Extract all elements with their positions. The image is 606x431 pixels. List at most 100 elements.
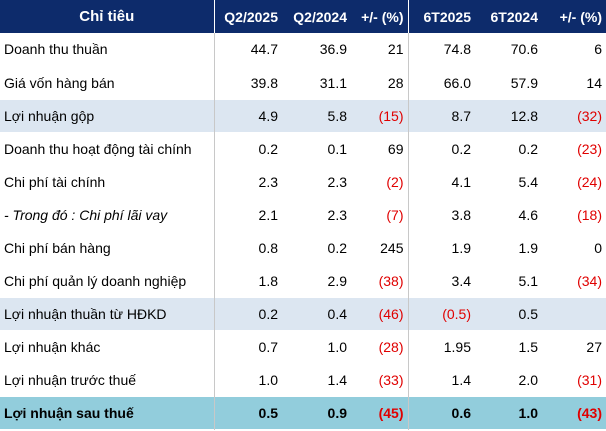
cell-h-change: 27 [586, 338, 602, 355]
cell-q2-2024: 31.1 [319, 74, 347, 91]
table-row: Chi phí tài chính 2.3 2.3 (2) 4.1 5.4 (2… [0, 165, 606, 198]
cell-6t2025: 0.6 [408, 396, 475, 429]
cell-6t2024: 1.9 [518, 239, 538, 256]
header-q2-2025: Q2/2025 [214, 0, 282, 33]
cell-6t2024: 70.6 [510, 41, 538, 58]
table-row: Doanh thu hoạt động tài chính 0.2 0.1 69… [0, 132, 606, 165]
cell-q2-2024: 0.2 [327, 239, 347, 256]
cell-q-change: (2) [351, 165, 409, 198]
header-label: Chỉ tiêu [0, 0, 215, 33]
cell-q-change: (33) [351, 363, 409, 396]
cell-q2-2024: 1.4 [327, 371, 347, 388]
cell-6t2024: 12.8 [475, 99, 542, 132]
table-row: Chi phí quản lý doanh nghiệp 1.8 2.9 (38… [0, 264, 606, 297]
cell-h-change: (24) [577, 173, 602, 190]
cell-q2-2025: 0.8 [258, 239, 278, 256]
cell-q-change: (45) [351, 396, 409, 429]
cell-h-change: (18) [577, 206, 602, 223]
cell-q-change: 28 [351, 66, 409, 99]
cell-h-change: (32) [542, 99, 606, 132]
row-label: Lợi nhuận thuần từ HĐKD [0, 297, 215, 330]
cell-q2-2025: 1.0 [258, 371, 278, 388]
row-label: Lợi nhuận khác [0, 330, 215, 363]
row-label: Chi phí quản lý doanh nghiệp [0, 264, 215, 297]
cell-6t2025: 3.8 [451, 206, 471, 223]
cell-q2-2024: 0.4 [282, 297, 351, 330]
cell-q-change: 21 [351, 33, 409, 66]
cell-6t2024: 2.0 [518, 371, 538, 388]
cell-6t2024: 4.6 [518, 206, 538, 223]
cell-h-change: 14 [586, 74, 602, 91]
cell-6t2025: 1.95 [443, 338, 471, 355]
cell-6t2024: 57.9 [510, 74, 538, 91]
table-row: Giá vốn hàng bán 39.8 31.1 28 66.0 57.9 … [0, 66, 606, 99]
table-row: Lợi nhuận khác 0.7 1.0 (28) 1.95 1.5 27 [0, 330, 606, 363]
row-label: Doanh thu hoạt động tài chính [0, 132, 215, 165]
table-row: Chi phí bán hàng 0.8 0.2 245 1.9 1.9 0 [0, 231, 606, 264]
cell-q2-2024: 36.9 [319, 41, 347, 58]
cell-6t2025: (0.5) [408, 297, 475, 330]
cell-q2-2024: 1.0 [327, 338, 347, 355]
table-row-total: Lợi nhuận sau thuế 0.5 0.9 (45) 0.6 1.0 … [0, 396, 606, 429]
cell-6t2025: 4.1 [451, 173, 471, 190]
cell-6t2025: 8.7 [408, 99, 475, 132]
cell-q2-2024: 2.3 [327, 206, 347, 223]
cell-q2-2025: 0.2 [258, 140, 278, 157]
cell-h-change: (23) [577, 140, 602, 157]
cell-q-change: (46) [351, 297, 409, 330]
cell-q-change: (7) [351, 198, 409, 231]
header-q2-2024: Q2/2024 [282, 0, 351, 33]
cell-6t2025: 1.9 [451, 239, 471, 256]
row-label: Lợi nhuận gộp [0, 99, 215, 132]
cell-6t2024: 5.1 [518, 272, 538, 289]
row-label: Chi phí tài chính [0, 165, 215, 198]
cell-q2-2024: 2.9 [327, 272, 347, 289]
cell-q2-2024: 5.8 [282, 99, 351, 132]
cell-6t2024: 0.2 [518, 140, 538, 157]
table-row: Lợi nhuận gộp 4.9 5.8 (15) 8.7 12.8 (32) [0, 99, 606, 132]
cell-q-change: 245 [351, 231, 409, 264]
cell-q2-2025: 2.3 [258, 173, 278, 190]
cell-h-change: (43) [542, 396, 606, 429]
cell-q2-2025: 4.9 [214, 99, 282, 132]
table-row: Doanh thu thuần 44.7 36.9 21 74.8 70.6 6 [0, 33, 606, 66]
row-label: Lợi nhuận sau thuế [0, 396, 215, 429]
cell-q2-2025: 2.1 [258, 206, 278, 223]
cell-6t2024: 1.0 [475, 396, 542, 429]
cell-h-change: 6 [594, 41, 602, 58]
row-label: Giá vốn hàng bán [0, 66, 215, 99]
cell-h-change: (31) [577, 371, 602, 388]
cell-q2-2024: 2.3 [327, 173, 347, 190]
cell-q2-2024: 0.9 [282, 396, 351, 429]
header-h-change: +/- (%) [542, 0, 606, 33]
cell-q-change: (38) [351, 264, 409, 297]
cell-q-change: 69 [351, 132, 409, 165]
table-row: Lợi nhuận thuần từ HĐKD 0.2 0.4 (46) (0.… [0, 297, 606, 330]
cell-6t2025: 3.4 [451, 272, 471, 289]
header-6t2024: 6T2024 [475, 0, 542, 33]
cell-6t2025: 0.2 [451, 140, 471, 157]
cell-6t2025: 74.8 [443, 41, 471, 58]
cell-h-change: (34) [577, 272, 602, 289]
row-label: Lợi nhuận trước thuế [0, 363, 215, 396]
cell-6t2024: 5.4 [518, 173, 538, 190]
cell-q2-2025: 0.2 [214, 297, 282, 330]
header-row: Chỉ tiêu Q2/2025 Q2/2024 +/- (%) 6T2025 … [0, 0, 606, 33]
cell-q-change: (15) [351, 99, 409, 132]
cell-q2-2025: 44.7 [250, 41, 278, 58]
table-row: - Trong đó : Chi phí lãi vay 2.1 2.3 (7)… [0, 198, 606, 231]
row-label: - Trong đó : Chi phí lãi vay [0, 198, 215, 231]
cell-h-change: 0 [594, 239, 602, 256]
cell-6t2025: 66.0 [443, 74, 471, 91]
cell-6t2024: 0.5 [475, 297, 542, 330]
cell-q2-2024: 0.1 [327, 140, 347, 157]
cell-q2-2025: 0.5 [214, 396, 282, 429]
cell-q2-2025: 1.8 [258, 272, 278, 289]
cell-6t2025: 1.4 [451, 371, 471, 388]
header-q-change: +/- (%) [351, 0, 409, 33]
row-label: Doanh thu thuần [0, 33, 215, 66]
cell-q2-2025: 0.7 [258, 338, 278, 355]
cell-6t2024: 1.5 [518, 338, 538, 355]
cell-h-change [542, 297, 606, 330]
